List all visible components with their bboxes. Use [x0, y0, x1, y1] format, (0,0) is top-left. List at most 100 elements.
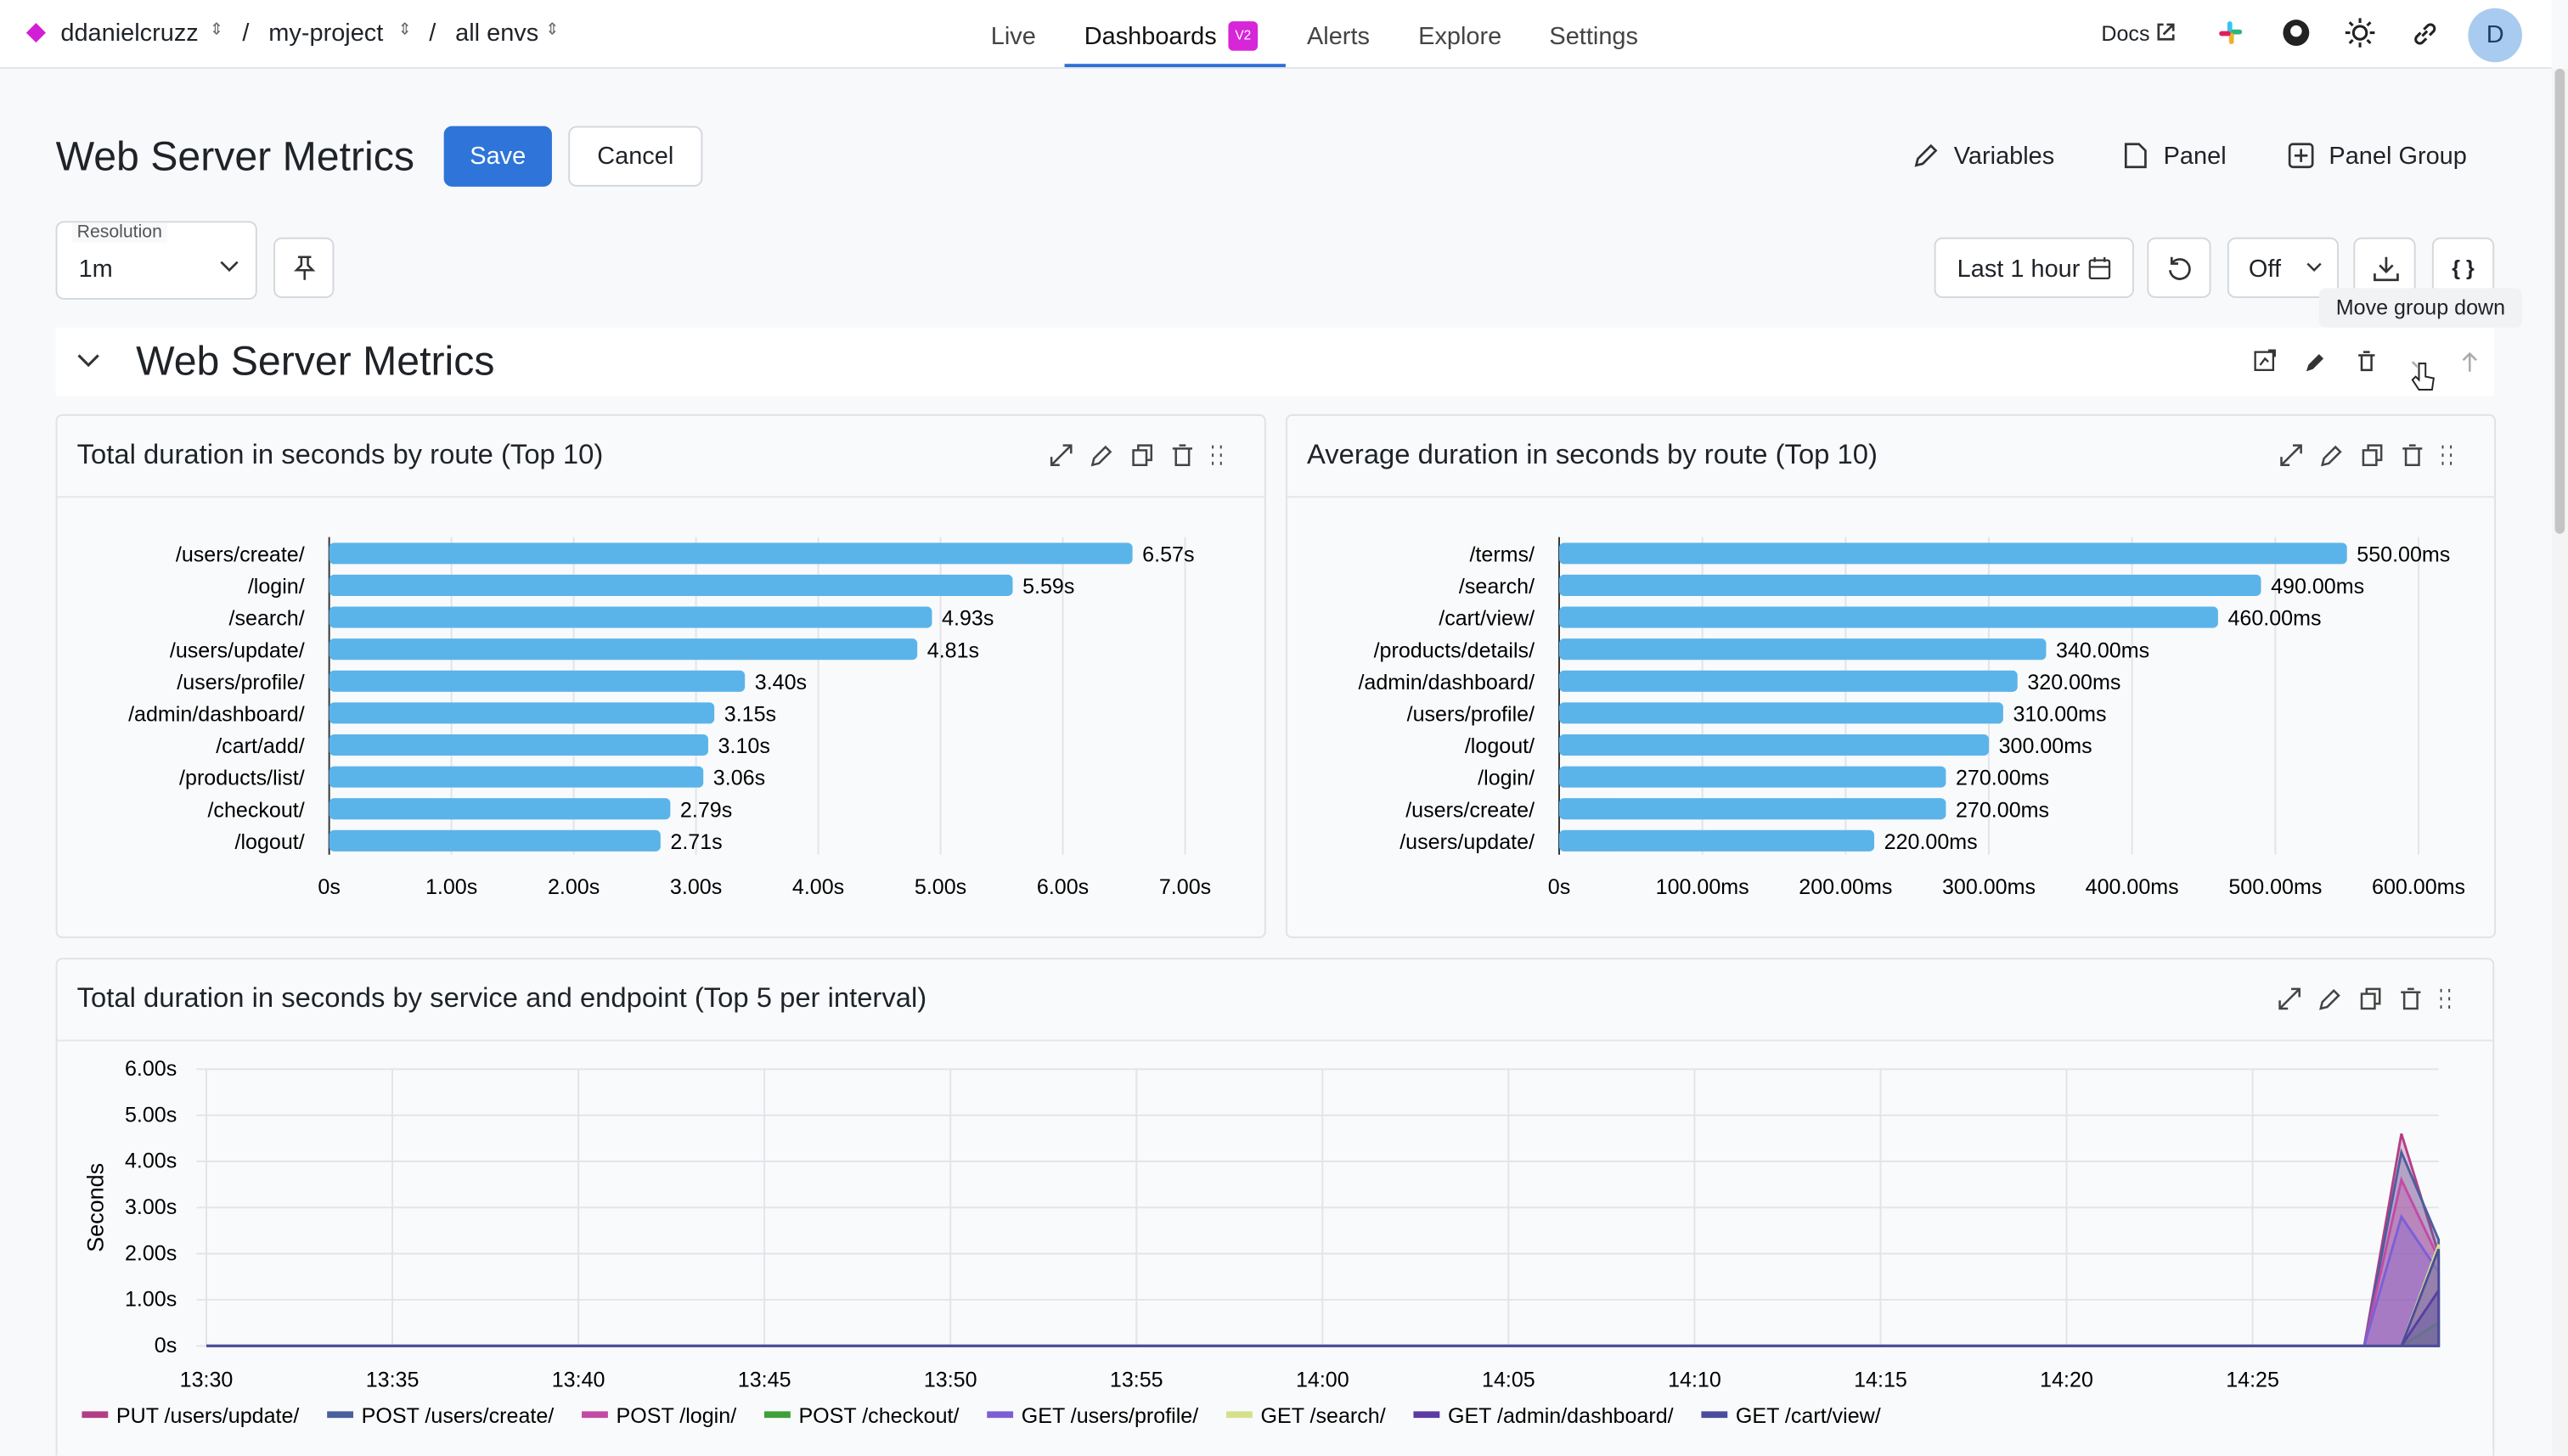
refresh-icon [2169, 256, 2191, 280]
json-button[interactable]: { } [2431, 237, 2495, 298]
panel-button[interactable]: Panel [2163, 142, 2227, 171]
calendar-icon [2088, 256, 2111, 280]
bar [1558, 606, 2218, 628]
move-up-icon[interactable] [2457, 349, 2483, 375]
duplicate-icon [1132, 444, 1153, 466]
group-actions[interactable] [2254, 349, 2418, 375]
chevron-down [220, 261, 239, 273]
bar [1558, 638, 2047, 661]
env-selector[interactable]: all envs [455, 20, 539, 48]
refresh-button[interactable] [2147, 237, 2211, 298]
x-tick-label: 2.00s [548, 875, 600, 899]
panel-title: Total duration in seconds by service and… [76, 982, 927, 1014]
y-tick-label: /search/ [229, 607, 305, 631]
legend-label[interactable]: GET /admin/dashboard/ [1448, 1404, 1674, 1428]
data-label: 4.93s [942, 607, 994, 631]
resolution-label: Resolution [71, 222, 167, 243]
link-icon[interactable] [2411, 20, 2439, 48]
top-nav: ddanielcruzz ⇕ / my-project ⇕ / all envs… [0, 0, 2552, 69]
legend-label[interactable]: POST /checkout/ [798, 1404, 959, 1428]
data-label: 220.00ms [1884, 830, 1978, 854]
y-tick-label: /logout/ [1465, 734, 1535, 758]
project-selector[interactable]: my-project [268, 20, 384, 48]
data-label: 340.00ms [2056, 638, 2149, 662]
data-label: 310.00ms [2013, 703, 2106, 727]
y-tick-label: /users/update/ [1399, 830, 1535, 854]
collapse-icon[interactable] [77, 354, 100, 368]
bar [329, 734, 708, 756]
variables-button[interactable]: Variables [1953, 142, 2055, 171]
data-label: 550.00ms [2357, 542, 2450, 566]
cancel-button[interactable]: Cancel [568, 126, 703, 187]
drag-icon [1212, 445, 1222, 465]
panel-actions[interactable] [2280, 444, 2453, 467]
x-tick-label: 500.00ms [2228, 875, 2322, 899]
legend-label[interactable]: GET /cart/view/ [1736, 1404, 1881, 1428]
docs-link[interactable]: Docs [2101, 21, 2150, 46]
delete-icon [2402, 444, 2423, 466]
x-tick-label: 7.00s [1159, 875, 1211, 899]
x-tick-label: 5.00s [915, 875, 966, 899]
expand-icon [2278, 987, 2300, 1010]
data-label: 490.00ms [2271, 575, 2364, 599]
expand-icon [2280, 444, 2302, 466]
y-tick-label: 2.00s [125, 1241, 177, 1265]
data-label: 2.79s [680, 798, 732, 822]
panel-actions[interactable] [1050, 444, 1222, 467]
bar [329, 670, 746, 692]
panel-header [57, 959, 2493, 1042]
legend-label[interactable]: POST /users/create/ [362, 1404, 555, 1428]
separator: / [242, 20, 250, 48]
panel-header [1287, 416, 2495, 498]
theme-icon[interactable] [2345, 18, 2375, 48]
x-tick-label: 14:20 [2040, 1368, 2093, 1391]
y-tick-label: /checkout/ [207, 798, 304, 822]
panel-actions[interactable] [2278, 987, 2451, 1010]
slack-icon[interactable] [2217, 20, 2244, 46]
file-icon [2124, 143, 2147, 169]
chevron-down [2306, 262, 2322, 272]
avatar[interactable]: D [2468, 8, 2522, 63]
pin-button[interactable] [273, 237, 335, 298]
tooltip: Move group down [2318, 288, 2522, 328]
github-icon[interactable] [2281, 18, 2311, 48]
nav-tab[interactable]: Live [990, 22, 1036, 51]
legend-label[interactable]: GET /users/profile/ [1022, 1404, 1199, 1428]
x-tick-label: 13:50 [924, 1368, 977, 1391]
nav-tab[interactable]: Alerts [1306, 22, 1370, 51]
drag-icon [2440, 988, 2451, 1009]
refresh-interval-select[interactable]: Off [2227, 237, 2339, 298]
duplicate-icon [2360, 987, 2381, 1010]
y-tick-label: 5.00s [125, 1103, 177, 1127]
legend-label[interactable]: POST /login/ [617, 1404, 737, 1428]
data-label: 5.59s [1022, 575, 1074, 599]
x-tick-label: 3.00s [670, 875, 722, 899]
download-button[interactable] [2353, 237, 2416, 298]
save-button[interactable]: Save [443, 126, 552, 187]
edit-icon [2320, 445, 2342, 467]
bar [329, 542, 1133, 565]
y-tick-label: /terms/ [1469, 542, 1535, 566]
pencil-icon [1914, 143, 1938, 167]
bar [329, 574, 1013, 596]
nav-tab[interactable]: Dashboards [1084, 22, 1217, 51]
tab-underline [1064, 64, 1286, 68]
chevron: ⇕ [209, 21, 224, 40]
bar [329, 702, 715, 724]
legend-label[interactable]: GET /search/ [1260, 1404, 1385, 1428]
nav-tab[interactable]: Explore [1418, 22, 1502, 51]
y-axis-label: Seconds [82, 1163, 108, 1252]
y-tick-label: /users/profile/ [1407, 703, 1535, 727]
chevron: ⇕ [545, 21, 560, 40]
legend-label[interactable]: PUT /users/update/ [116, 1404, 300, 1428]
x-tick-label: 13:45 [738, 1368, 791, 1391]
time-range-button[interactable]: Last 1 hour [1934, 237, 2134, 298]
org-selector[interactable]: ddanielcruzz [60, 20, 199, 48]
x-tick-label: 13:40 [552, 1368, 605, 1391]
x-tick-label: 14:10 [1668, 1368, 1721, 1391]
panel-group-button[interactable]: Panel Group [2329, 142, 2467, 171]
panel-header [57, 416, 1264, 498]
nav-tab[interactable]: Settings [1549, 22, 1638, 51]
data-label: 320.00ms [2027, 671, 2120, 694]
edit-icon [1090, 445, 1112, 467]
